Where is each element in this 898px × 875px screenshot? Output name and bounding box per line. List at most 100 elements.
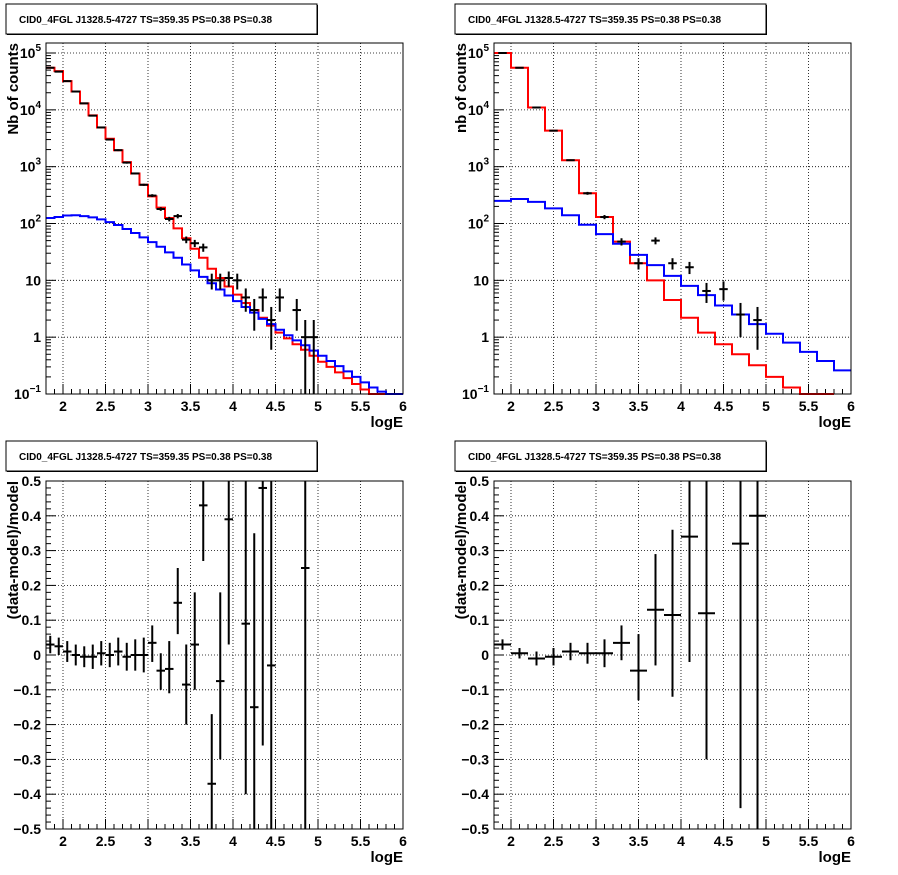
data-point <box>736 302 745 338</box>
data-point <box>156 653 165 690</box>
data-point <box>685 261 694 275</box>
y-tick-label: 103 <box>20 157 42 175</box>
data-point <box>634 258 643 270</box>
data-point <box>131 639 140 671</box>
data-point <box>46 635 55 654</box>
x-axis-label: logE <box>819 849 852 866</box>
y-tick-label: 10−1 <box>14 384 41 402</box>
data-point <box>224 481 233 645</box>
data-point <box>309 320 318 394</box>
residuals-chart-left: 2 2.5 3 3.5 4 4.5 5 5.5 6 −0.5 −0.4 −0.3 −0.2 −0.1 0 0.… <box>5 440 407 866</box>
data-point <box>148 194 157 198</box>
x-tick-label: 2.5 <box>96 833 116 849</box>
data-point <box>292 298 301 331</box>
x-tick-label: 2 <box>507 833 515 849</box>
data-point <box>97 641 106 666</box>
residuals-chart-right: 2 2.5 3 3.5 4 4.5 5 5.5 6 −0.5 −0.4 −0.3 −0.2 −0.1 0 0.… <box>453 440 855 866</box>
data-point <box>105 138 114 141</box>
x-tick-label: 4 <box>677 398 685 414</box>
y-tick-label: 104 <box>468 100 490 118</box>
counts-chart-right: 2 2.5 3 3.5 4 4.5 5 5.5 6 10−1 1 10 102 103 104 105 logE… <box>453 3 855 431</box>
data-point <box>114 637 123 666</box>
data-point <box>139 637 148 673</box>
data-point <box>97 126 106 129</box>
data-point <box>702 282 711 303</box>
x-tick-label: 4.5 <box>266 398 286 414</box>
data-point <box>54 70 63 73</box>
data-point <box>122 642 131 671</box>
y-tick-label: 1 <box>33 329 41 345</box>
y-tick-label: 102 <box>468 214 490 232</box>
data-point <box>698 481 715 760</box>
plot-frame <box>493 480 852 830</box>
y-axis-label: Nb of counts <box>5 43 22 135</box>
data-point <box>54 637 63 655</box>
axis-ticks <box>45 52 404 395</box>
data-point <box>88 644 97 669</box>
x-tick-label: 6 <box>399 833 407 849</box>
chart-title: CID0_4FGL J1328.5-4727 TS=359.35 PS=0.38… <box>468 15 721 26</box>
data-point <box>749 481 766 829</box>
data-point <box>80 646 89 668</box>
y-tick-label: −0.5 <box>461 821 489 837</box>
x-tick-label: 2 <box>507 398 515 414</box>
data-point <box>583 191 592 195</box>
data-point <box>301 481 310 829</box>
y-tick-label: 1 <box>481 329 489 345</box>
chart-title: CID0_4FGL J1328.5-4727 TS=359.35 PS=0.38… <box>19 15 272 26</box>
data-point <box>80 102 89 105</box>
x-tick-label: 3 <box>592 398 600 414</box>
data-point <box>241 288 250 312</box>
x-tick-label: 2 <box>59 398 67 414</box>
y-tick-label: 0.5 <box>22 473 42 489</box>
data-points <box>46 481 310 829</box>
x-tick-label: 4.5 <box>266 833 286 849</box>
x-tick-label: 3 <box>144 833 152 849</box>
plot-frame <box>45 42 404 395</box>
y-tick-label: −0.5 <box>13 821 41 837</box>
x-axis-label: logE <box>371 849 404 866</box>
grid <box>494 480 852 830</box>
data-points <box>46 66 318 394</box>
y-tick-label: 0.2 <box>22 577 42 593</box>
data-points <box>498 52 762 350</box>
x-tick-label: 3 <box>144 398 152 414</box>
x-tick-label: 3 <box>592 833 600 849</box>
data-point <box>250 533 259 829</box>
x-tick-label: 5 <box>314 833 322 849</box>
data-points <box>494 481 766 829</box>
y-tick-label: 0.2 <box>470 577 490 593</box>
data-point <box>528 651 545 666</box>
data-point <box>182 236 191 244</box>
data-point <box>668 258 677 270</box>
series-line-blue <box>46 214 403 395</box>
data-point <box>613 625 630 661</box>
x-tick-label: 2 <box>59 833 67 849</box>
data-point <box>617 238 626 246</box>
x-tick-label: 4 <box>229 398 237 414</box>
data-point <box>122 161 131 164</box>
data-point <box>250 298 259 331</box>
title-box <box>5 3 318 35</box>
x-axis-label: logE <box>819 414 852 431</box>
y-tick-label: 0.5 <box>470 473 490 489</box>
y-tick-label: 10−1 <box>462 384 489 402</box>
y-axis-label: nb of counts <box>453 43 470 133</box>
y-tick-label: −0.3 <box>13 751 41 767</box>
x-tick-label: 3.5 <box>181 398 201 414</box>
data-point <box>148 625 157 662</box>
y-tick-label: 10 <box>25 272 41 288</box>
chart-title: CID0_4FGL J1328.5-4727 TS=359.35 PS=0.38… <box>468 452 721 463</box>
y-axis-label: (data-model)/model <box>5 481 22 619</box>
y-tick-label: 0 <box>481 647 489 663</box>
x-tick-label: 5.5 <box>351 833 371 849</box>
x-tick-label: 4 <box>229 833 237 849</box>
data-point <box>267 306 276 350</box>
data-point <box>545 648 562 666</box>
x-tick-label: 5 <box>314 398 322 414</box>
x-tick-label: 5.5 <box>799 398 819 414</box>
y-tick-label: −0.3 <box>461 751 489 767</box>
data-point <box>549 129 558 132</box>
y-tick-label: 105 <box>468 43 490 61</box>
